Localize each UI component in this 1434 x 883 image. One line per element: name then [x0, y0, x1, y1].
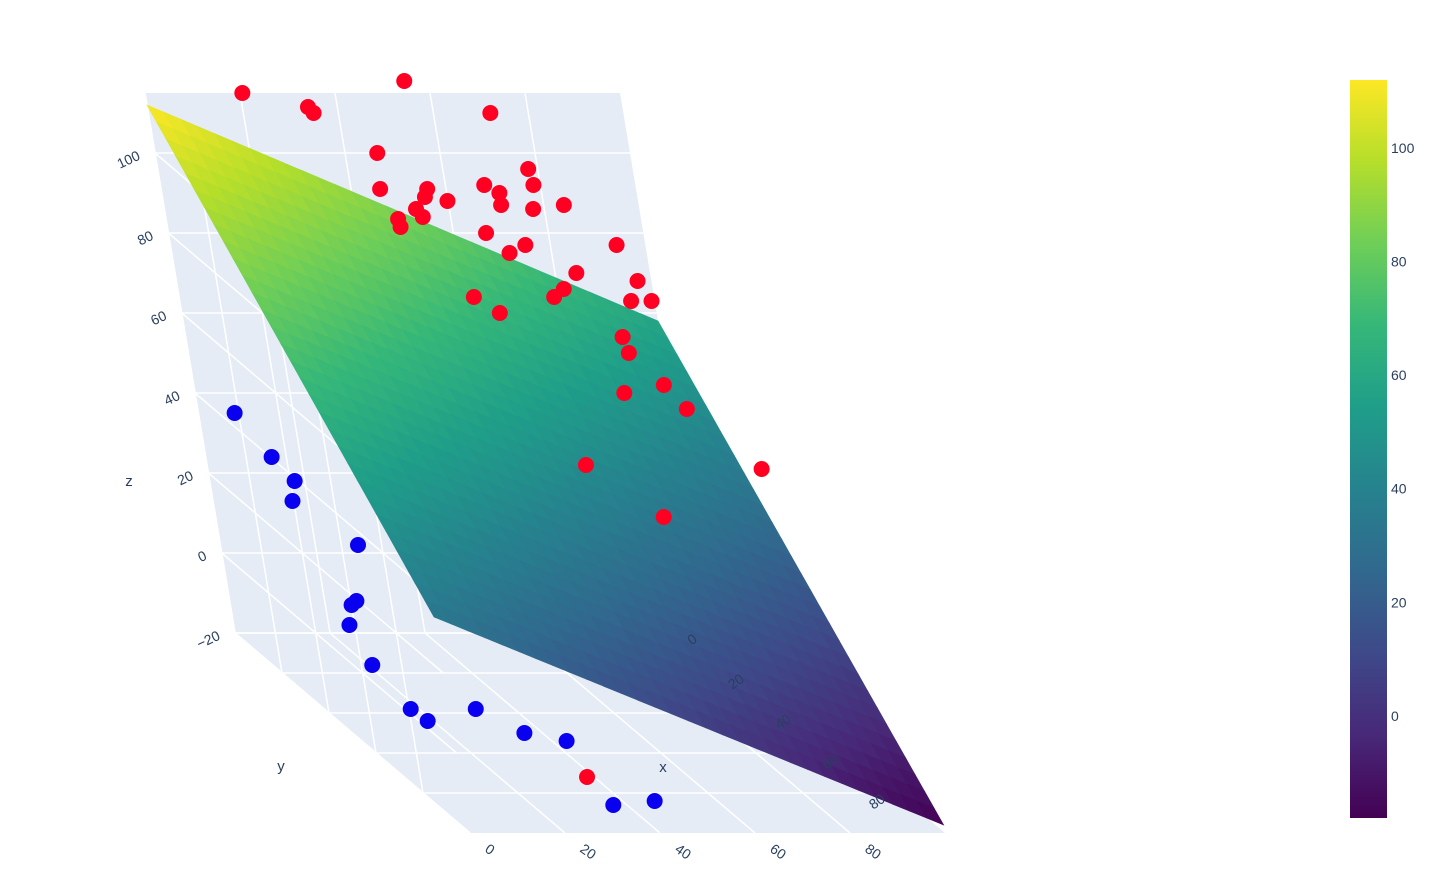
data-point [419, 713, 436, 729]
data-point [493, 197, 510, 213]
data-point [419, 181, 436, 197]
data-point [491, 305, 508, 321]
colorbar-gradient [1350, 80, 1387, 818]
colorbar-tick-label: 60 [1391, 367, 1407, 383]
data-point [478, 225, 495, 241]
data-point [605, 797, 622, 813]
gridline-z-ywall [221, 552, 458, 754]
x-tick-label: 60 [767, 840, 789, 862]
z-tick-label: 40 [161, 387, 182, 408]
data-point [491, 185, 508, 201]
data-point [467, 701, 484, 717]
colorbar: 0 20 40 60 80 100 [1350, 80, 1415, 818]
data-point [501, 245, 518, 261]
data-point [414, 209, 431, 225]
data-point [678, 401, 695, 417]
z-tick-label: 100 [114, 147, 142, 171]
data-point [341, 617, 358, 633]
data-point [476, 177, 493, 193]
x-axis-title: x [659, 759, 667, 776]
data-point [614, 329, 631, 345]
data-point [517, 237, 534, 253]
gridline-z-ywall [234, 632, 471, 834]
data-point [558, 733, 575, 749]
z-tick-label: 60 [148, 307, 169, 328]
data-point [284, 493, 301, 509]
x-tick-label: 40 [672, 840, 694, 862]
colorbar-tick-label: 40 [1391, 481, 1407, 497]
colorbar-tick-label: 20 [1391, 594, 1407, 610]
data-point [286, 473, 303, 489]
data-point [616, 385, 633, 401]
z-tick-label: 20 [175, 467, 196, 488]
data-point [299, 99, 316, 115]
data-point [516, 725, 533, 741]
data-point [525, 201, 542, 217]
data-point [753, 461, 770, 477]
data-point [577, 457, 594, 473]
gridline-z-ywall [194, 392, 431, 594]
gridline-y-wall [144, 92, 236, 634]
x-tick-label: 80 [862, 840, 884, 862]
gridline-z-ywall [207, 472, 444, 674]
data-point [579, 769, 596, 785]
data-point [608, 237, 625, 253]
data-point [520, 161, 537, 177]
data-point [568, 265, 585, 281]
data-point [439, 193, 456, 209]
z-axis-title: z [125, 473, 133, 490]
data-point [623, 293, 640, 309]
data-point [348, 593, 365, 609]
data-point [655, 377, 672, 393]
colorbar-tick-label: 0 [1391, 708, 1399, 724]
z-tick-label: 80 [135, 227, 156, 248]
fitted-surface [146, 104, 945, 826]
data-point [234, 85, 251, 101]
data-point [482, 105, 499, 121]
surface-cell [916, 800, 945, 826]
gridline-y-wall [191, 132, 283, 674]
colorbar-tick-label: 80 [1391, 254, 1407, 270]
data-point [364, 657, 381, 673]
data-point [402, 701, 419, 717]
data-point [396, 73, 413, 89]
y-axis-title: y [277, 758, 285, 775]
data-point [350, 537, 366, 553]
data-point [643, 293, 660, 309]
data-point [263, 449, 280, 465]
data-point [655, 509, 672, 525]
z-tick-label: 0 [195, 547, 209, 565]
data-point [465, 289, 482, 305]
data-point [555, 197, 572, 213]
data-point [390, 211, 407, 227]
gridline-x-floor [424, 632, 661, 834]
data-point [620, 345, 637, 361]
data-point [369, 145, 386, 161]
z-tick-label: −20 [194, 627, 222, 652]
points-above-surface [234, 73, 770, 525]
axis-titles: x y z [125, 473, 667, 776]
data-point [646, 793, 663, 809]
data-point [555, 281, 572, 297]
points-below-surface [226, 405, 663, 813]
x-tick-label: 0 [482, 840, 498, 858]
data-point [525, 177, 542, 193]
colorbar-ticks: 0 20 40 60 80 100 [1391, 140, 1415, 724]
data-point [372, 181, 389, 197]
colorbar-tick-label: 100 [1391, 140, 1415, 156]
data-point [226, 405, 243, 421]
x-tick-label: 20 [577, 840, 599, 862]
data-point [629, 273, 646, 289]
